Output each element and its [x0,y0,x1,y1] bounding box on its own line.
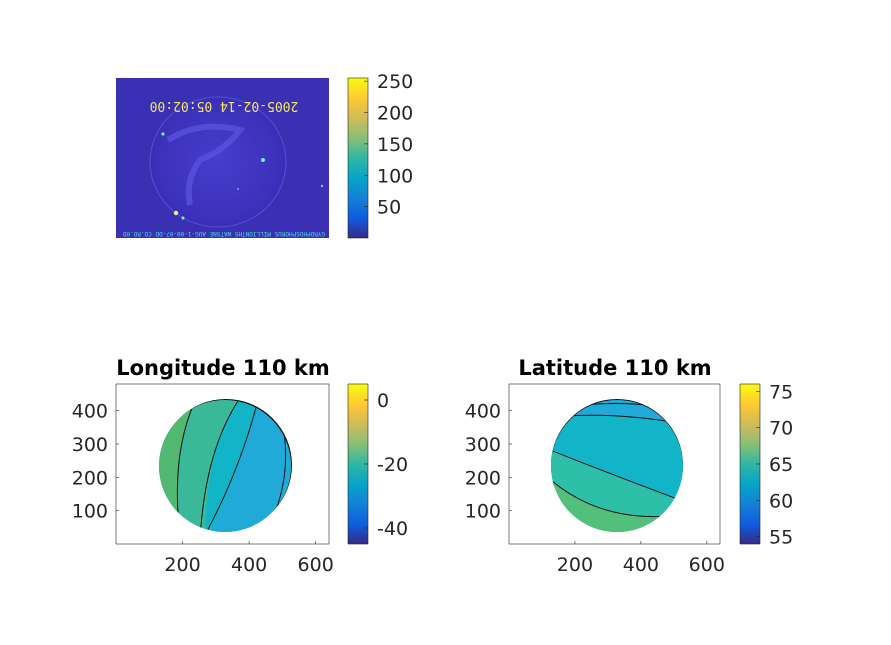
image-colorbar: 50 100 150 200 250 [347,71,413,239]
star [320,184,324,188]
image-timestamp: 2005-02-14 05:02:00 [150,98,299,113]
star [261,158,265,162]
latitude-title: Latitude 110 km [518,356,711,380]
y-tick-label: 400 [465,401,501,423]
image-panel: 2005-02-14 05:02:00 GYROPHOSPHORUS MILLI… [116,78,329,238]
colorbar-tick-label: 200 [377,103,413,125]
colorbar-tick-label: 60 [769,490,793,512]
image-footer: GYROPHOSPHORUS MILLIONTHS WATSNE AUG-1-0… [122,230,325,237]
colorbar-tick-label: 250 [377,71,413,93]
x-tick-label: 400 [231,554,267,576]
star [161,132,165,136]
y-tick-label: 100 [465,501,501,523]
y-tick-label: 300 [72,434,108,456]
colorbar-tick-label: 65 [769,454,793,476]
colorbar-tick-label: 150 [377,134,413,156]
x-tick-label: 200 [557,554,593,576]
y-tick-label: 100 [72,501,108,523]
sky-dome [149,96,287,228]
colorbar-tick-label: 55 [769,527,793,549]
x-tick-label: 600 [298,554,334,576]
colorbar-tick-label: -20 [377,454,408,476]
star [237,188,239,190]
colorbar-tick-label: 50 [377,197,401,219]
star [181,216,185,220]
colorbar-tick-label: 100 [377,165,413,187]
y-tick-label: 200 [72,467,108,489]
star [173,210,179,216]
aurora-streak [166,123,246,206]
longitude-panel: Longitude 110 km 200 400 600 100 200 300 400 [72,356,334,576]
longitude-colorbar: -40 -20 0 [347,383,408,545]
colorbar-tick-label: 70 [769,418,793,440]
colorbar-tick-label: -40 [377,518,408,540]
longitude-title: Longitude 110 km [116,356,330,380]
colorbar-tick-label: 0 [377,390,389,412]
colorbar-1 [347,77,369,239]
y-tick-label: 300 [465,434,501,456]
y-tick-label: 400 [72,401,108,423]
latitude-colorbar: 55 60 65 70 75 [739,381,793,549]
x-tick-label: 600 [689,554,725,576]
x-tick-label: 200 [164,554,200,576]
y-tick-label: 200 [465,467,501,489]
x-tick-label: 400 [623,554,659,576]
colorbar-tick-label: 75 [769,381,793,403]
latitude-panel: Latitude 110 km 200 400 600 100 200 300 400 [465,356,725,576]
